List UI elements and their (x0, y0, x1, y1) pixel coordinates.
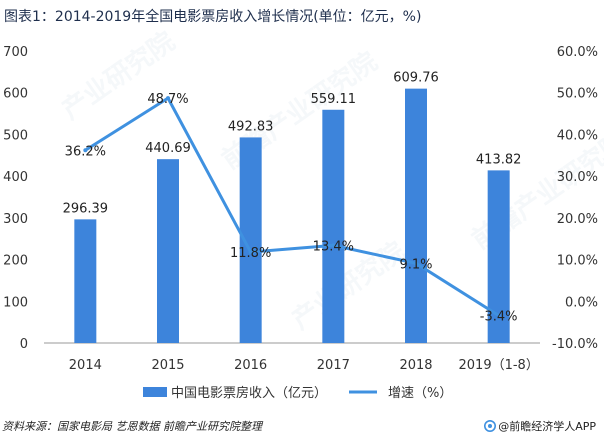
category-label: 2016 (234, 358, 267, 373)
growth-value-label: 13.4% (313, 239, 354, 254)
right-tick-label: 50.0% (557, 87, 598, 102)
brand-label: @前瞻经济学人APP (498, 420, 596, 433)
bar-value-label: 492.83 (228, 119, 274, 134)
growth-point (166, 96, 170, 101)
left-tick-label: 300 (3, 212, 28, 227)
growth-value-label: -3.4% (480, 309, 518, 324)
svg-text:产业研究院: 产业研究院 (56, 26, 180, 126)
growth-point (331, 243, 336, 248)
category-label: 2019（1-8） (459, 358, 539, 373)
svg-text:前瞻产业研究院: 前瞻产业研究院 (466, 126, 604, 256)
growth-value-labels: 36.2% 48.7% 11.8% 13.4% 9.1% -3.4% (65, 92, 518, 324)
left-axis-ticks: 0 100 200 300 400 500 600 700 (3, 45, 28, 352)
right-tick-label: 20.0% (557, 212, 598, 227)
brand: @前瞻经济学人APP (484, 418, 596, 434)
right-tick-label: 40.0% (557, 128, 598, 143)
bars (74, 88, 510, 343)
right-tick-label: 30.0% (557, 170, 598, 185)
bar (322, 109, 345, 343)
growth-value-label: 11.8% (230, 246, 271, 261)
right-tick-label: 0.0% (565, 295, 598, 310)
growth-point (248, 250, 253, 255)
bar-value-label: 609.76 (393, 71, 439, 86)
left-tick-label: 100 (3, 295, 28, 310)
bar-value-label: 440.69 (145, 141, 191, 156)
growth-line (83, 96, 501, 318)
left-tick-label: 600 (3, 87, 28, 102)
brand-logo-icon (484, 420, 497, 432)
category-labels: 2014 2015 2016 2017 2018 2019（1-8） (69, 358, 539, 373)
bar (487, 170, 510, 343)
right-tick-label: 10.0% (557, 254, 598, 269)
right-axis-ticks: -10.0% 0.0% 10.0% 20.0% 30.0% 40.0% 50.0% 60.0% (552, 45, 598, 352)
legend-line-label: 增速（%） (388, 386, 452, 401)
bar-value-labels: 296.39 440.69 492.83 559.11 609.76 413.82 (63, 71, 522, 217)
left-tick-label: 500 (3, 128, 28, 143)
bar (405, 88, 427, 343)
left-tick-label: 400 (3, 170, 28, 185)
growth-point (496, 313, 501, 318)
left-tick-label: 200 (3, 254, 28, 269)
category-label: 2015 (151, 358, 184, 373)
bar-value-label: 296.39 (63, 201, 109, 216)
left-tick-label: 700 (3, 45, 28, 60)
category-label: 2014 (69, 358, 102, 373)
legend-bar-swatch (143, 387, 167, 397)
bar-value-label: 413.82 (476, 152, 522, 167)
source-note: 资料来源：国家电影局 艺恩数据 前瞻产业研究院整理 (2, 420, 262, 433)
growth-point (414, 261, 418, 266)
growth-value-label: 9.1% (399, 257, 432, 272)
growth-line-path (84, 96, 500, 317)
growth-value-label: 48.7% (147, 92, 188, 107)
growth-value-label: 36.2% (65, 144, 106, 159)
right-tick-label: -10.0% (552, 337, 598, 352)
legend-bar-label: 中国电影票房收入（亿元） (171, 385, 327, 401)
category-label: 2018 (399, 358, 432, 373)
legend: 中国电影票房收入（亿元） 增速（%） (143, 385, 452, 401)
category-label: 2017 (317, 358, 350, 373)
chart-title: 图表1：2014-2019年全国电影票房收入增长情况(单位：亿元，%) (4, 9, 422, 25)
right-tick-label: 60.0% (557, 45, 598, 60)
bar (157, 159, 179, 343)
bar (74, 219, 97, 343)
left-tick-label: 0 (20, 337, 28, 352)
bar (239, 137, 262, 343)
growth-point (83, 148, 88, 153)
bar-value-label: 559.11 (311, 92, 357, 107)
